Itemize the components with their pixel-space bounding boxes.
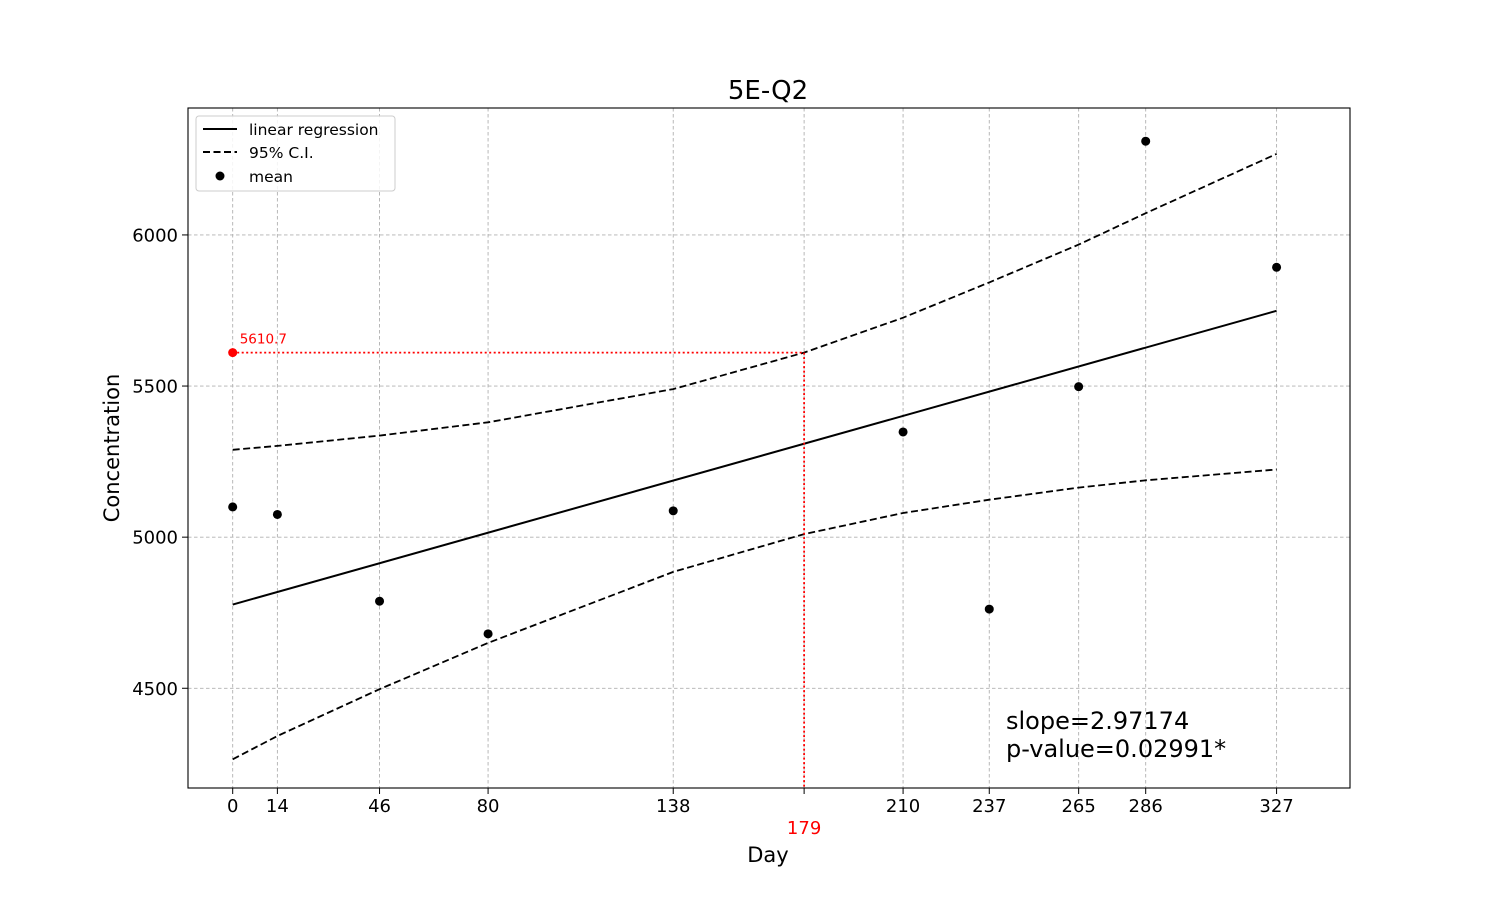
mean-point xyxy=(1272,262,1282,272)
x-tick-label: 327 xyxy=(1259,796,1293,817)
legend-box xyxy=(195,115,396,192)
y-axis-ticks: 4500 5000 5500 6000 xyxy=(132,225,188,700)
mean-point xyxy=(272,509,282,519)
x-axis-ticks: 0 14 46 80 138 210 237 265 286 327 179 xyxy=(227,788,1294,839)
mean-point xyxy=(375,596,385,606)
pvalue-label: p-value=0.02991* xyxy=(1006,735,1226,763)
x-tick-label: 0 xyxy=(227,796,238,817)
legend-dot-icon xyxy=(215,171,225,181)
highlight-value-label: 5610.7 xyxy=(240,332,287,348)
y-tick-label: 5500 xyxy=(132,377,178,398)
mean-point xyxy=(1141,136,1151,146)
legend-label-mean: mean xyxy=(249,168,293,186)
regression-line xyxy=(232,309,1277,606)
plot-frame xyxy=(187,107,1351,789)
x-tick-label: 80 xyxy=(477,796,500,817)
x-tick-label: 210 xyxy=(886,796,920,817)
mean-point xyxy=(483,629,493,639)
highlight-point xyxy=(228,348,238,358)
legend-label-ci: 95% C.I. xyxy=(249,144,314,162)
mean-point xyxy=(984,604,994,614)
y-tick-label: 6000 xyxy=(132,225,178,246)
mean-point xyxy=(898,427,908,437)
legend: linear regression 95% C.I. mean xyxy=(195,115,396,192)
x-axis-title: Day xyxy=(747,843,788,867)
y-axis-title: Concentration xyxy=(100,374,124,523)
x-tick-label: 286 xyxy=(1129,796,1163,817)
grid-lines xyxy=(188,108,1350,788)
mean-point xyxy=(1074,382,1084,392)
y-tick-label: 4500 xyxy=(132,679,178,700)
mean-point xyxy=(668,506,678,516)
x-tick-label: 138 xyxy=(656,796,690,817)
highlight-day-label: 179 xyxy=(787,818,821,839)
regression-line-group xyxy=(232,309,1277,606)
x-tick-label: 14 xyxy=(266,796,289,817)
slope-label: slope=2.97174 xyxy=(1006,707,1189,735)
x-tick-label: 237 xyxy=(972,796,1006,817)
mean-point xyxy=(228,502,238,512)
chart-title: 5E-Q2 xyxy=(728,76,808,106)
x-tick-label: 46 xyxy=(368,796,391,817)
mean-points xyxy=(228,136,1282,639)
highlight-guides: 5610.7 xyxy=(228,332,806,788)
legend-label-regression: linear regression xyxy=(249,121,379,139)
y-tick-label: 5000 xyxy=(132,528,178,549)
x-tick-label: 265 xyxy=(1061,796,1095,817)
